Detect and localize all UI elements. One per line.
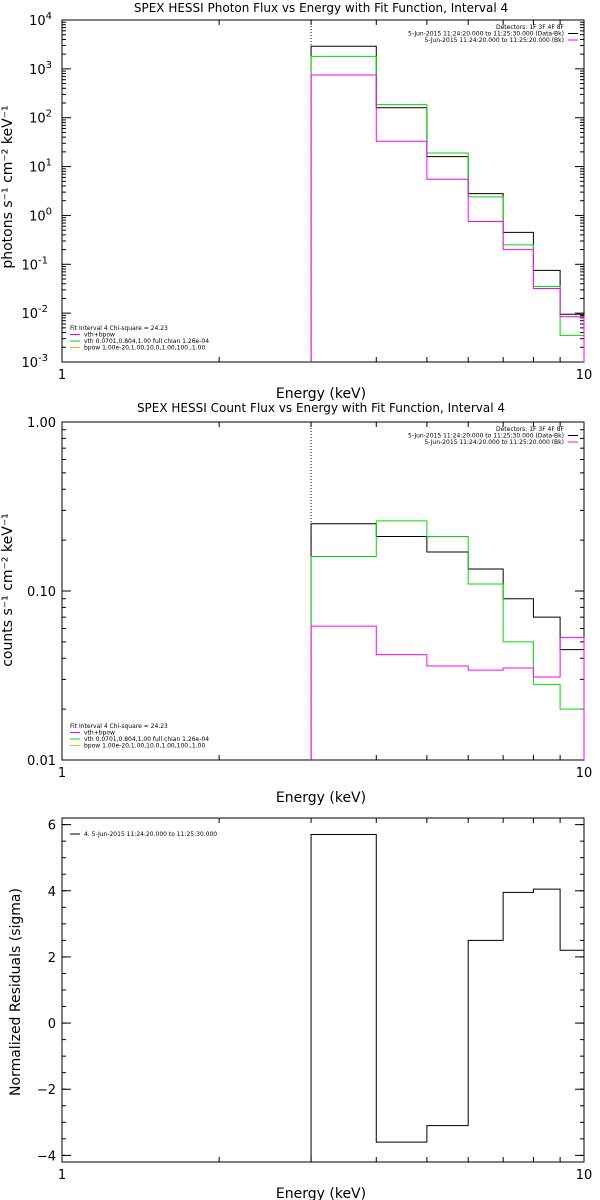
legend-entry: vth+bpow [84,332,115,339]
residuals-plot-area [61,817,585,1163]
residuals-xlabel: Energy (keV) [276,1186,366,1200]
y-tick-label: 2 [48,951,56,966]
y-tick-label: 0.10 [27,585,56,600]
x-tick-label: 1 [58,1168,66,1183]
y-tick-label: 0.01 [27,754,56,769]
legend-entry: 5-Jun-2015 11:24:20.000 to 11:25:30.000 … [408,31,564,38]
y-tick-label: 0 [48,1017,56,1032]
residuals-axis-ticks: 1 10 −4 −2 0 2 4 6 [37,818,592,1183]
x-tick-label: 1 [58,766,66,781]
histogram-series-0 [310,834,585,1162]
histogram-series-1 [310,520,585,760]
plot-frame [61,421,585,761]
y-tick-label: −2 [37,1083,56,1098]
legend-entry: 5-Jun-2015 11:24:20.000 to 11:25:20.000 … [424,439,564,446]
legend-entry: Detectors: 1F 3F 4F 8F [496,24,565,31]
y-tick-exponent: 3 [46,60,52,71]
legend-entry: vth 0.0701,0.804,1.00 full chian 1.26e-0… [84,736,209,743]
y-tick-exponent: 2 [46,109,52,120]
y-tick-exponent: 0 [46,206,52,217]
x-tick-label: 10 [576,1168,593,1183]
count-flux-panel: SPEX HESSI Count Flux vs Energy with Fit… [0,401,592,806]
x-tick-label: 10 [576,368,593,383]
legend-entry: bpow 1.00e-20,1.00,10.0,1.00,100.,1.00 [84,345,205,352]
count-flux-legends: Detectors: 1F 3F 4F 8F5-Jun-2015 11:24:2… [70,426,578,750]
photon-flux-plot-area [61,19,585,363]
y-tick-label: −4 [37,1149,56,1164]
y-tick-exponent: 4 [46,11,52,22]
x-tick-label: 1 [58,368,66,383]
photon-flux-ylabel: photons s⁻¹ cm⁻² keV⁻¹ [0,105,16,268]
residuals-panel: Energy (keV) Normalized Residuals (sigma… [8,817,592,1200]
legend-entry: Fit Interval 4 Chi-square = 24.23 [70,325,168,332]
legend-entry: vth+bpow [84,730,115,737]
legend-entry: vth 0.0701,0.804,1.00 full chian 1.26e-0… [84,338,209,345]
y-tick-label: 6 [48,819,56,834]
count-flux-plot-area [61,421,585,761]
count-flux-xlabel: Energy (keV) [276,790,366,806]
count-flux-ylabel: counts s⁻¹ cm⁻² keV⁻¹ [0,513,16,667]
x-tick-label: 10 [576,766,593,781]
legend-entry: Detectors: 1F 3F 4F 8F [496,426,565,433]
histogram-series-2 [310,625,585,760]
legend-entry: 5-Jun-2015 11:24:20.000 to 11:25:30.000 … [408,433,564,440]
legend-entry: 4. 5-Jun-2015 11:24:20.000 to 11:25:30.0… [84,831,217,838]
y-tick-exponent: 1 [46,158,52,169]
y-tick-exponent: -3 [38,353,48,364]
legend-entry: Fit Interval 4 Chi-square = 24.23 [70,723,168,730]
legend-entry: bpow 1.00e-20,1.00,10.0,1.00,100.,1.00 [84,743,205,750]
y-tick-exponent: -2 [38,304,48,315]
photon-flux-title: SPEX HESSI Photon Flux vs Energy with Fi… [134,1,508,15]
legend-entry: 5-Jun-2015 11:24:20.000 to 11:25:20.000 … [424,37,564,44]
residuals-ylabel: Normalized Residuals (sigma) [8,888,24,1096]
residuals-legends: 4. 5-Jun-2015 11:24:20.000 to 11:25:30.0… [70,831,217,838]
count-flux-title: SPEX HESSI Count Flux vs Energy with Fit… [137,401,505,415]
photon-flux-legends: Detectors: 1F 3F 4F 8F5-Jun-2015 11:24:2… [70,24,578,352]
plot-frame [61,19,585,363]
y-tick-exponent: -1 [38,255,48,266]
photon-flux-xlabel: Energy (keV) [276,386,366,402]
histogram-series-2 [310,74,585,362]
count-flux-axis-ticks: 1 10 0.01 0.10 1.00 [27,416,592,781]
y-tick-label: 4 [48,885,56,900]
y-tick-label: 1.00 [27,416,56,431]
